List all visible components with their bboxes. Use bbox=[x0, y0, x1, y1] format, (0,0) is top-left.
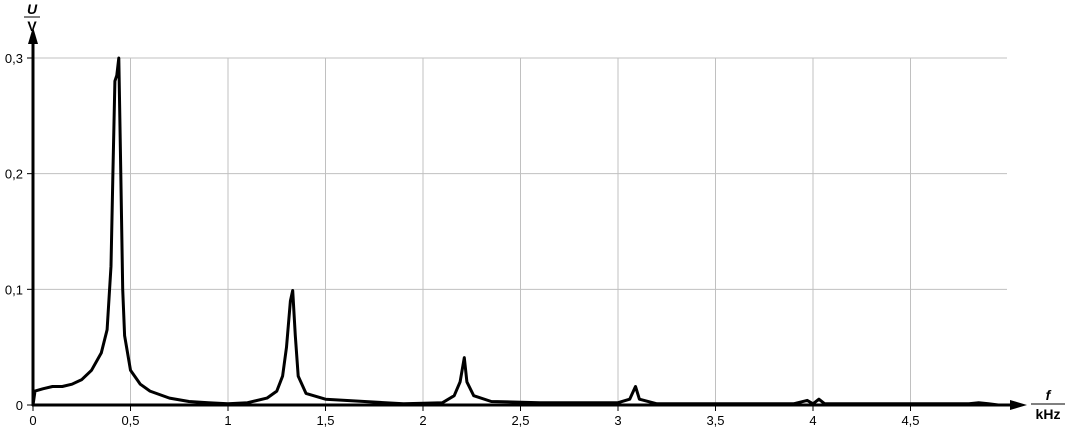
x-tick-label: 1,5 bbox=[316, 413, 334, 428]
x-tick-label: 4 bbox=[809, 413, 816, 428]
x-axis-label: f kHz bbox=[1031, 387, 1065, 422]
y-tick-label: 0,3 bbox=[5, 51, 23, 66]
y-tick-label: 0,2 bbox=[5, 167, 23, 182]
x-axis-symbol: f bbox=[1046, 387, 1052, 403]
x-tick-label: 2,5 bbox=[511, 413, 529, 428]
x-tick-label: 3 bbox=[614, 413, 621, 428]
y-axis-unit: V bbox=[27, 18, 37, 34]
axes bbox=[28, 27, 1027, 410]
y-axis-arrow bbox=[28, 27, 38, 44]
x-tick-label: 3,5 bbox=[706, 413, 724, 428]
x-tick-label: 0,5 bbox=[121, 413, 139, 428]
series-line bbox=[31, 56, 999, 407]
y-tick-label: 0 bbox=[16, 398, 23, 413]
grid bbox=[27, 57, 1007, 411]
x-tick-label: 2 bbox=[419, 413, 426, 428]
tick-labels: 0 0,5 1 1,5 2 2,5 3 3,5 4 4,5 0 0,1 0,2 0,3 bbox=[5, 51, 920, 428]
y-tick-label: 0,1 bbox=[5, 282, 23, 297]
x-tick-label: 4,5 bbox=[901, 413, 919, 428]
x-axis-arrow bbox=[1010, 400, 1027, 410]
y-axis-symbol: U bbox=[27, 1, 38, 17]
x-axis-unit: kHz bbox=[1036, 406, 1061, 422]
y-axis-label: U V bbox=[24, 1, 40, 34]
x-tick-label: 1 bbox=[224, 413, 231, 428]
x-tick-label: 0 bbox=[29, 413, 36, 428]
